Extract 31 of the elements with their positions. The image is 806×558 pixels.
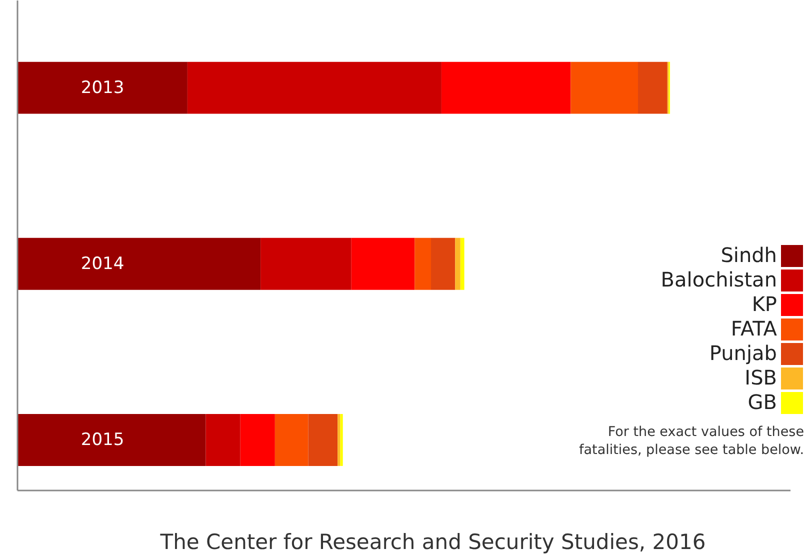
bar — [274, 414, 308, 466]
bar — [240, 414, 275, 466]
bar — [460, 238, 464, 290]
bar — [441, 62, 571, 114]
text: The Center for Research and Security Studies, 2016 — [159, 530, 706, 554]
bar — [260, 238, 352, 290]
bar — [455, 238, 460, 290]
legend-label: GB — [748, 390, 777, 414]
bar — [351, 238, 415, 290]
bar — [17, 62, 188, 114]
bar — [638, 62, 668, 114]
bar — [414, 238, 431, 290]
annotation: For the exact values of these fatalities, please see table below. — [579, 424, 804, 458]
legend-label: ISB — [744, 366, 777, 390]
bar — [570, 62, 638, 114]
y-tick-label: 2014 — [80, 254, 124, 274]
y-tick-label: 2015 — [80, 430, 124, 450]
bar — [308, 414, 338, 466]
legend-label: Balochistan — [660, 268, 777, 292]
bar — [431, 238, 456, 290]
legend-label: Sindh — [720, 243, 777, 267]
bar — [340, 414, 343, 466]
bar — [17, 414, 206, 466]
legend-label: KP — [752, 292, 777, 316]
bar — [17, 238, 261, 290]
bar — [338, 414, 340, 466]
y-tick-label: 2013 — [80, 78, 124, 98]
bar — [206, 414, 240, 466]
legend-label: FATA — [730, 316, 778, 340]
bar — [187, 62, 442, 114]
legend-label: Punjab — [709, 341, 777, 365]
